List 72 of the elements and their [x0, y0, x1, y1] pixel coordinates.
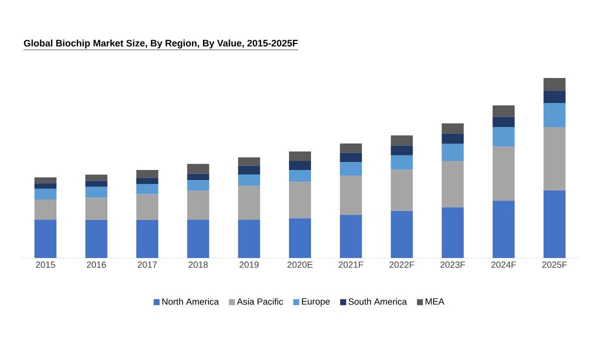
- bar: [390, 146, 413, 156]
- legend-label: South America: [348, 298, 407, 305]
- x-tick-label: 2015: [36, 262, 56, 268]
- bar: [238, 157, 260, 166]
- bar: [544, 190, 566, 258]
- bar: [238, 186, 260, 220]
- bar: [340, 162, 362, 176]
- bar: [136, 170, 158, 178]
- bar: [187, 220, 210, 258]
- bar: [492, 200, 515, 258]
- bar: [289, 182, 312, 218]
- bar: [340, 176, 362, 215]
- bar: [85, 198, 108, 220]
- bar: [187, 180, 210, 190]
- chart-title: Global Biochip Market Size, By Region, By Value, 2015-2025F: [24, 40, 298, 48]
- bar: [85, 220, 108, 258]
- bar: [289, 218, 312, 258]
- bar: [136, 194, 158, 220]
- bar: [34, 200, 56, 220]
- x-tick-label: 2023F: [440, 262, 466, 268]
- bar: [85, 174, 108, 181]
- bar: [136, 178, 158, 184]
- bar: [492, 146, 515, 201]
- bar: [492, 126, 515, 147]
- bar: [544, 78, 566, 91]
- bar: [289, 151, 312, 161]
- x-tick-label: 2017: [138, 262, 157, 268]
- bar: [238, 220, 260, 258]
- bar: [442, 144, 464, 161]
- bar: [187, 164, 210, 174]
- x-tick-label: 2019: [240, 262, 259, 268]
- x-tick-label: 2018: [188, 262, 208, 268]
- x-tick-label: 2016: [86, 262, 106, 268]
- bar: [544, 126, 566, 190]
- legend-label: MEA: [426, 298, 444, 305]
- x-tick-label: 2025F: [542, 262, 567, 268]
- bar: [492, 105, 515, 117]
- bar: [187, 174, 210, 180]
- bar: [289, 160, 312, 170]
- bar: [442, 160, 464, 208]
- bar: [34, 177, 56, 184]
- bar: [187, 190, 210, 220]
- bar: [85, 186, 108, 198]
- bar: [390, 170, 413, 211]
- legend-label: Asia Pacific: [236, 298, 284, 305]
- bar: [492, 116, 515, 127]
- bar: [289, 170, 312, 182]
- bar: [34, 188, 56, 200]
- legend-label: North America: [162, 298, 219, 305]
- bar: [34, 220, 56, 258]
- bar: [340, 144, 362, 153]
- x-tick-label: 2021F: [338, 262, 364, 268]
- bar: [442, 134, 464, 144]
- bar: [136, 220, 158, 258]
- x-tick-label: 2022F: [390, 262, 414, 268]
- legend-label: Europe: [302, 298, 330, 306]
- bar: [238, 166, 260, 174]
- bar: [442, 207, 464, 258]
- bar: [85, 180, 108, 187]
- bar: [390, 135, 413, 146]
- bar: [544, 90, 566, 104]
- bar: [136, 184, 158, 194]
- bar: [34, 183, 56, 189]
- bar: [442, 123, 464, 134]
- bar: [238, 174, 260, 186]
- bar: [390, 210, 413, 258]
- x-tick-label: 2020E: [287, 262, 313, 268]
- x-tick-label: 2024F: [491, 262, 516, 268]
- bar: [544, 103, 566, 127]
- bar: [390, 155, 413, 170]
- bar: [340, 214, 362, 258]
- bar: [340, 152, 362, 162]
